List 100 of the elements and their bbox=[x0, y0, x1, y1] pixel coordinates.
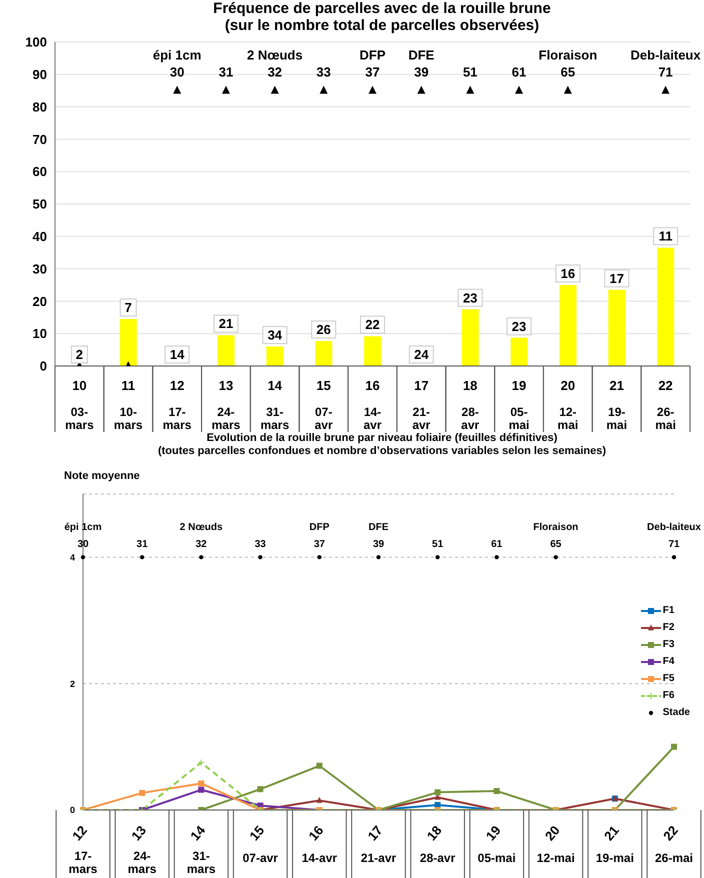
x-tick-label: 16 14-avr bbox=[302, 822, 338, 865]
legend-label: F1 bbox=[662, 604, 674, 618]
x-tick-label: 17 21-avr bbox=[360, 822, 397, 865]
x-tick-label: 16 14-avr bbox=[363, 378, 382, 432]
bar bbox=[364, 336, 382, 366]
annotation: DFP 37 bbox=[360, 48, 386, 80]
annotation: 61 bbox=[491, 539, 503, 550]
annotation: épi 1cm 30 bbox=[152, 48, 202, 80]
annotation: 61 bbox=[512, 64, 526, 80]
annotation: 31 bbox=[218, 64, 234, 80]
point bbox=[436, 555, 440, 560]
bar bbox=[218, 335, 235, 366]
x-tick-label: 18 28-avr bbox=[461, 378, 480, 432]
annotation: 17 bbox=[609, 270, 624, 286]
y-tick-label: 100 bbox=[25, 34, 47, 50]
bar bbox=[608, 290, 626, 366]
point bbox=[258, 555, 262, 560]
chart-subtitle: (toutes parcelles confondues et nombre d’observations variables selon les semaines) bbox=[156, 444, 608, 458]
bar bbox=[266, 346, 284, 366]
annotation: 51 bbox=[462, 64, 478, 80]
annotation: 23 bbox=[512, 318, 526, 334]
point bbox=[434, 789, 441, 796]
legend-label: F3 bbox=[662, 638, 674, 652]
annotation: Floraison 65 bbox=[533, 522, 578, 550]
annotation: DFP 37 bbox=[309, 522, 330, 550]
annotation: 16 bbox=[560, 266, 576, 281]
annotation: 2 Nœuds 32 bbox=[246, 48, 303, 80]
x-tick-label: 12 17-mars bbox=[68, 822, 98, 876]
bar bbox=[315, 341, 332, 366]
point bbox=[316, 762, 322, 769]
legend-label: F5 bbox=[662, 672, 674, 686]
x-tick-label: 14 31-mars bbox=[260, 378, 290, 432]
bar bbox=[559, 285, 576, 366]
chart-title: Fréquence de parcelles avec de la rouille brune bbox=[212, 0, 552, 18]
annotation: Deb-laiteux 71 bbox=[647, 522, 702, 550]
annotation: 14 bbox=[170, 347, 186, 362]
point bbox=[198, 780, 204, 786]
x-tick-label: 10 03-mars bbox=[65, 378, 94, 432]
annotation: Deb-laiteux 71 bbox=[630, 48, 702, 80]
x-tick-label: 15 07-avr bbox=[314, 378, 333, 432]
y-tick-label: 0 bbox=[40, 358, 47, 374]
x-tick-label: 21 19-mai bbox=[596, 822, 634, 865]
point bbox=[494, 555, 499, 560]
annotation: 2 Nœuds 32 bbox=[180, 522, 224, 550]
x-tick-label: 20 12-mai bbox=[536, 822, 575, 865]
bar bbox=[120, 319, 137, 366]
point bbox=[671, 744, 677, 750]
y-tick-label: 90 bbox=[32, 67, 47, 82]
y-tick-label: 70 bbox=[32, 132, 47, 147]
x-tick-label: 14 31-mars bbox=[186, 822, 216, 876]
x-tick-label: 17 21-avr bbox=[412, 378, 431, 432]
y-tick-label: 30 bbox=[32, 261, 47, 276]
point bbox=[199, 555, 204, 560]
x-tick-label: 11 10-mars bbox=[114, 378, 143, 432]
annotation: 22 bbox=[365, 317, 380, 332]
annotation: 11 bbox=[658, 228, 672, 244]
point bbox=[317, 555, 322, 560]
annotation: DFE 39 bbox=[408, 48, 435, 80]
point bbox=[80, 555, 86, 560]
annotation: 33 bbox=[254, 539, 266, 550]
chart-subtitle: (sur le nombre total de parcelles observées) bbox=[224, 17, 540, 34]
point bbox=[672, 555, 676, 560]
x-tick-label: 18 28-avr bbox=[420, 822, 456, 865]
point bbox=[198, 786, 204, 793]
annotation: 7 bbox=[124, 300, 132, 316]
bar bbox=[657, 248, 674, 366]
y-tick-label: 20 bbox=[32, 294, 47, 309]
y-tick-label: 80 bbox=[32, 99, 47, 114]
x-tick-label: 20 12-mai bbox=[558, 378, 578, 432]
y-tick-label: 10 bbox=[32, 326, 47, 342]
x-tick-label: 12 17-mars bbox=[162, 378, 192, 432]
point bbox=[140, 555, 144, 560]
annotation: Floraison 65 bbox=[538, 48, 598, 80]
y-tick-label: 60 bbox=[32, 164, 47, 180]
x-tick-label: 21 19-mai bbox=[606, 378, 628, 432]
y-tick-label: 50 bbox=[32, 196, 47, 212]
annotation: 23 bbox=[462, 290, 478, 306]
point bbox=[257, 786, 264, 792]
annotation: DFE 39 bbox=[368, 522, 389, 550]
y-tick-label: 2 bbox=[70, 678, 75, 689]
annotation: 34 bbox=[268, 328, 283, 343]
y-axis-title: Note moyenne bbox=[64, 470, 140, 482]
point bbox=[139, 790, 146, 796]
x-tick-label: 15 07-avr bbox=[242, 822, 278, 865]
annotation: épi 1cm 30 bbox=[64, 522, 102, 550]
legend-label: F2 bbox=[662, 621, 674, 635]
legend-label: F6 bbox=[662, 689, 674, 703]
y-tick-label: 4 bbox=[70, 552, 75, 562]
legend-label: F4 bbox=[662, 655, 674, 669]
point bbox=[376, 555, 381, 560]
annotation: 24 bbox=[414, 347, 430, 362]
annotation: 51 bbox=[432, 539, 444, 550]
x-tick-label: 22 26-mai bbox=[655, 378, 676, 432]
point bbox=[554, 555, 558, 560]
point bbox=[198, 759, 205, 766]
annotation: 33 bbox=[316, 64, 331, 80]
x-tick-label: 13 24-mars bbox=[212, 378, 241, 432]
point bbox=[316, 796, 322, 803]
legend-label: Stade bbox=[662, 706, 690, 720]
point bbox=[494, 788, 500, 794]
